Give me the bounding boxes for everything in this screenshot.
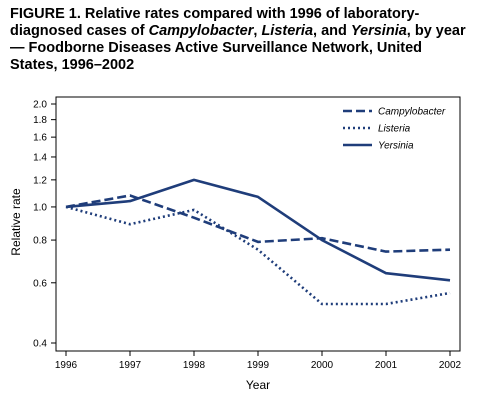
y-tick-label: 1.6	[33, 133, 47, 144]
y-axis-label: Relative rate	[9, 188, 23, 256]
x-tick-label: 1996	[55, 360, 78, 371]
x-tick-label: 2002	[439, 360, 462, 371]
series-line-campylobacter	[65, 194, 451, 253]
y-tick-label: 1.0	[33, 202, 47, 213]
x-axis: 1996 1997 1998 1999 2000 2001 2002	[55, 351, 462, 371]
legend: Campylobacter Listeria Yersinia	[343, 107, 446, 152]
series-lines	[65, 178, 451, 306]
x-axis-label: Year	[246, 378, 270, 392]
y-tick-label: 0.8	[33, 236, 47, 247]
y-tick-label: 1.4	[33, 152, 47, 163]
y-tick-label: 1.2	[33, 175, 47, 186]
x-tick-label: 1999	[247, 360, 270, 371]
x-tick-label: 1997	[119, 360, 142, 371]
y-tick-label: 2.0	[33, 100, 47, 111]
x-tick-label: 2000	[311, 360, 334, 371]
legend-label-listeria: Listeria	[378, 124, 411, 135]
series-line-yersinia	[65, 178, 451, 282]
x-tick-label: 2001	[375, 360, 398, 371]
x-tick-label: 1998	[183, 360, 206, 371]
y-axis: 0.4 0.6 0.8 1.0 1.2 1.4 1.6 1.8 2.0	[33, 100, 56, 350]
y-tick-label: 0.6	[33, 278, 47, 289]
series-line-listeria	[65, 205, 451, 306]
legend-label-campylobacter: Campylobacter	[378, 107, 446, 118]
y-tick-label: 1.8	[33, 115, 47, 126]
legend-label-yersinia: Yersinia	[378, 141, 414, 152]
figure-title: FIGURE 1. Relative rates compared with 1…	[10, 6, 466, 73]
plot-frame	[55, 96, 461, 352]
y-tick-label: 0.4	[33, 339, 47, 350]
